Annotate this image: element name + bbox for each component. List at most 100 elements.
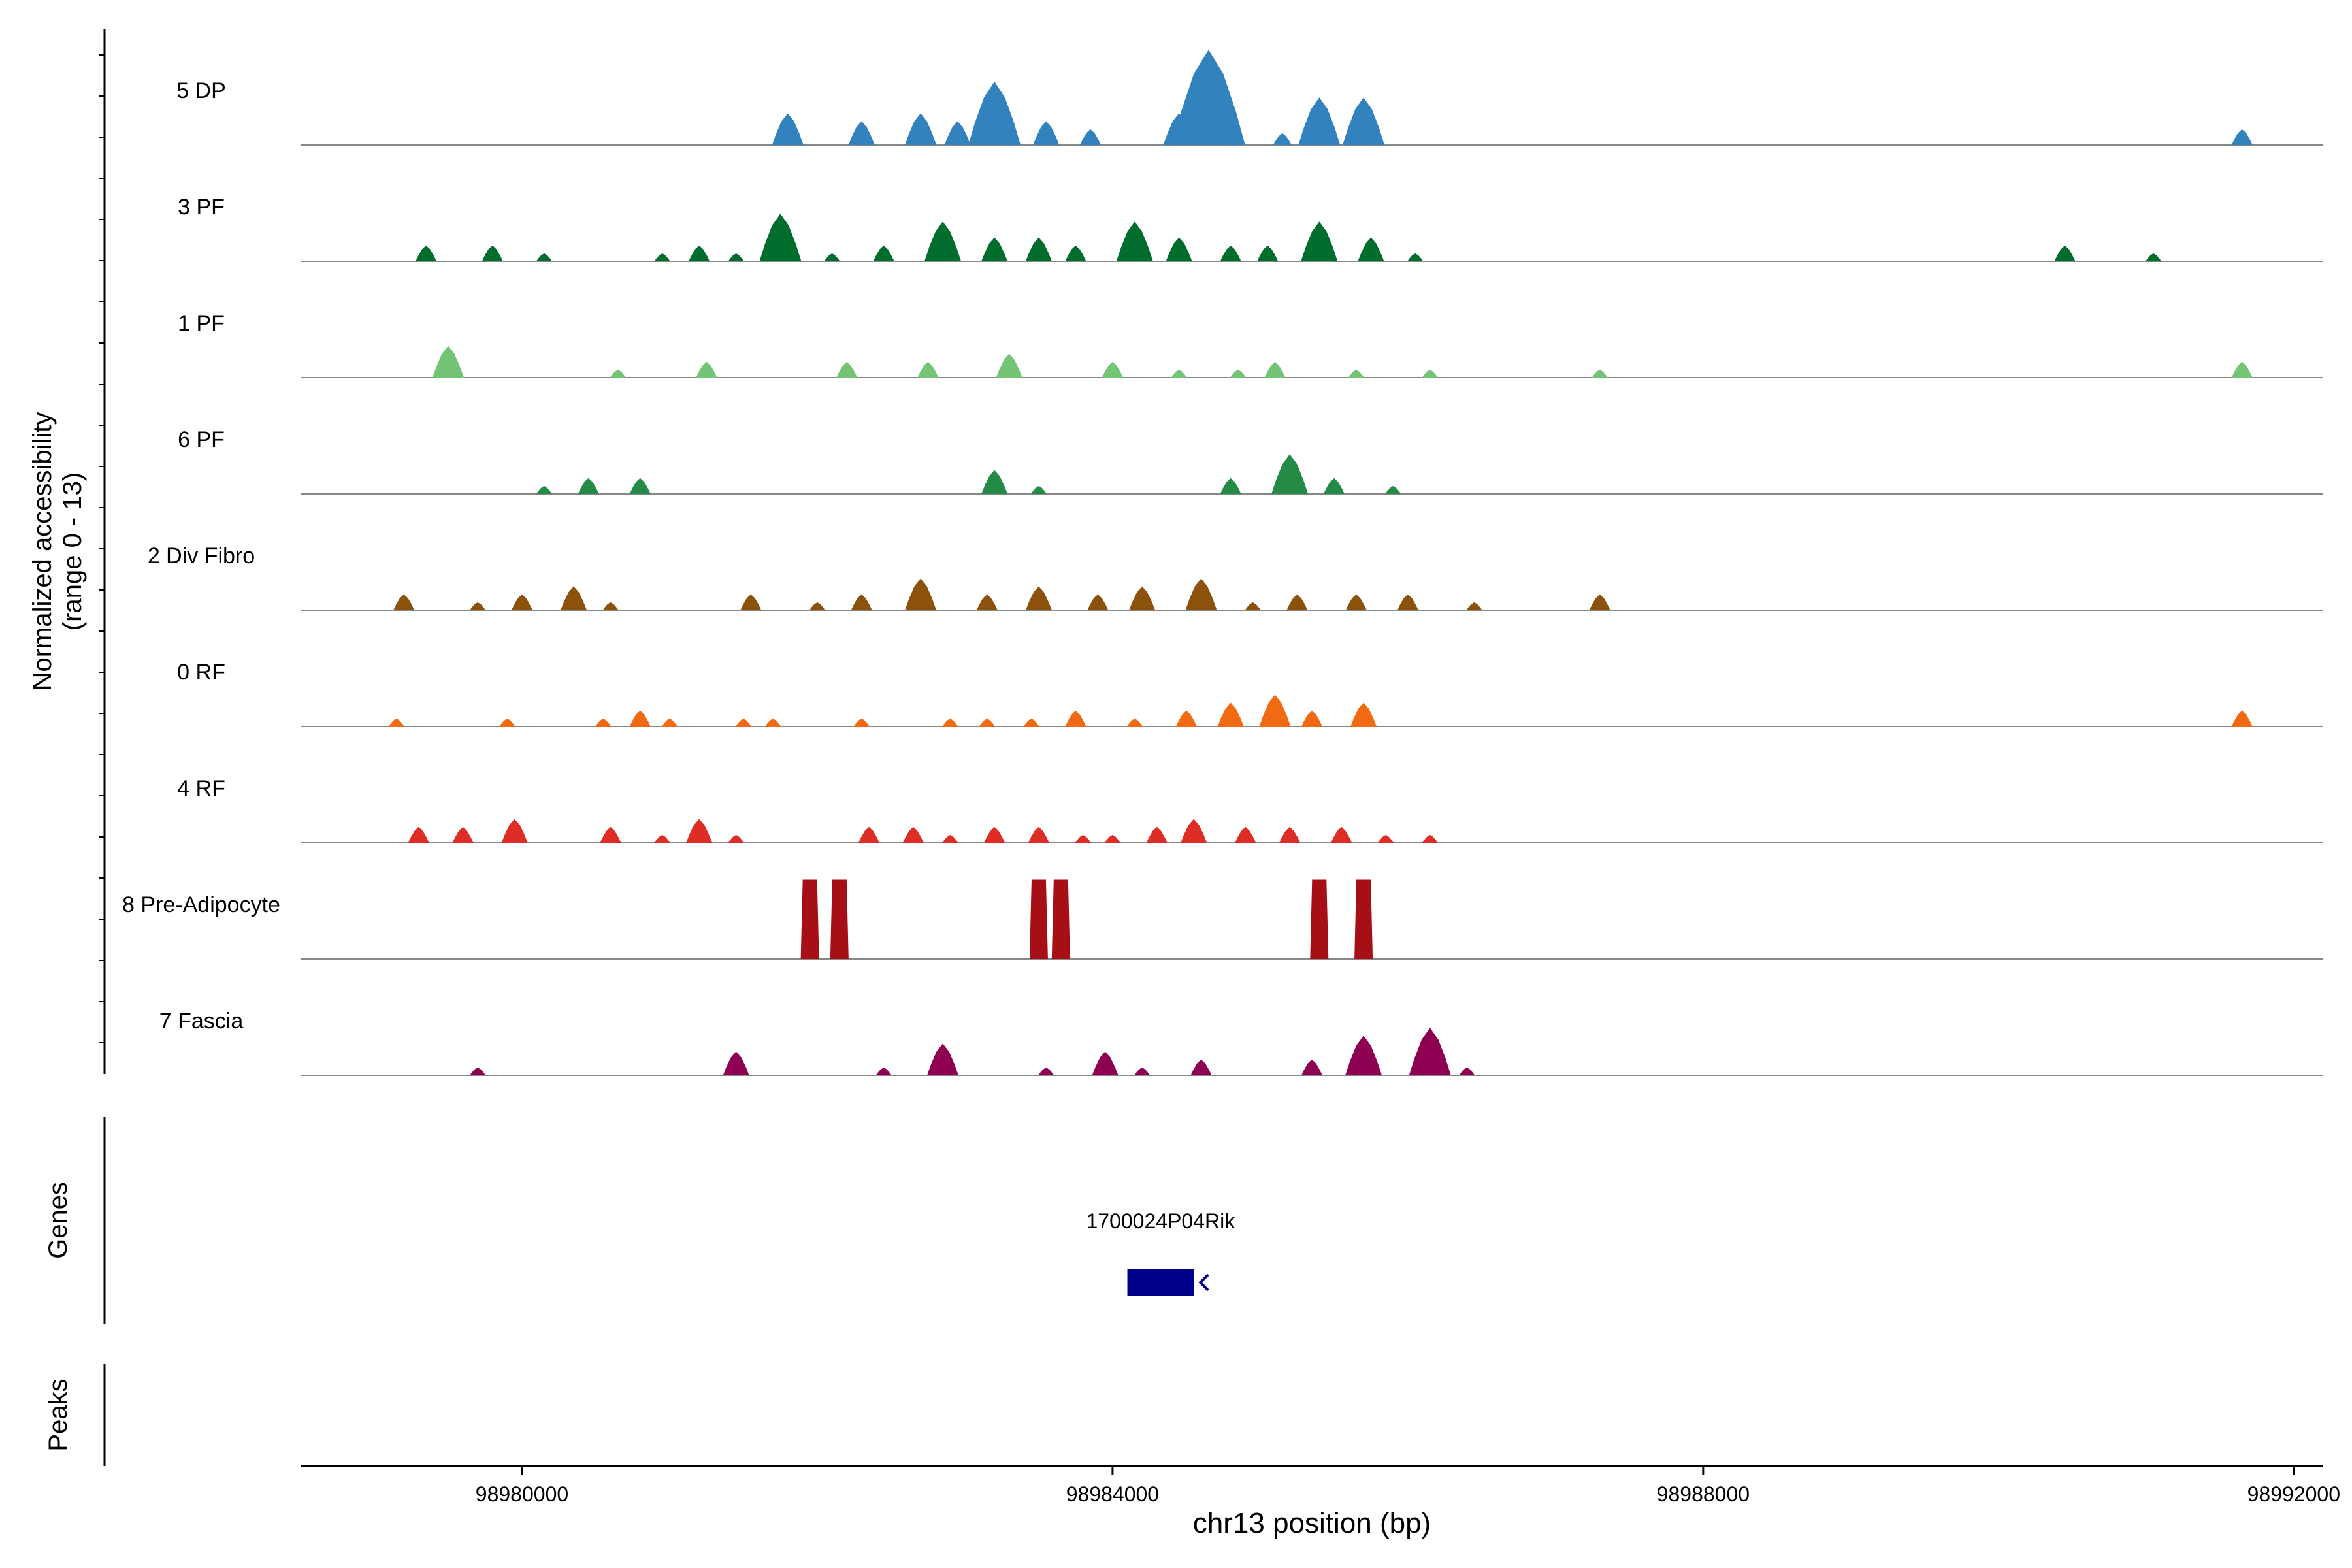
coverage-peak bbox=[629, 478, 651, 494]
coverage-peak bbox=[1065, 245, 1086, 261]
coverage-peak bbox=[561, 586, 587, 610]
genes-panel-label: Genes bbox=[44, 1182, 73, 1259]
x-tick-label: 98988000 bbox=[1657, 1482, 1750, 1506]
coverage-peak bbox=[654, 253, 670, 261]
gene-label: 1700024P04Rik bbox=[1086, 1209, 1235, 1233]
coverage-peak bbox=[1350, 702, 1377, 727]
coverage-peak bbox=[2231, 710, 2253, 727]
coverage-peak bbox=[1025, 586, 1052, 610]
coverage-peak bbox=[979, 718, 995, 727]
coverage-peak bbox=[1126, 718, 1143, 727]
peaks-panel-label: Peaks bbox=[44, 1379, 73, 1451]
coverage-peak bbox=[1589, 594, 1610, 610]
coverage-peak bbox=[536, 485, 552, 494]
coverage-peak bbox=[851, 594, 872, 610]
coverage-peak bbox=[1459, 1067, 1475, 1075]
coverage-peak bbox=[2231, 361, 2253, 378]
coverage-peak bbox=[824, 253, 840, 261]
coverage-peak bbox=[432, 346, 464, 378]
coverage-peak bbox=[1065, 710, 1086, 727]
coverage-peak bbox=[1271, 454, 1309, 494]
gene: 1700024P04Rik bbox=[1086, 1209, 1235, 1296]
coverage-peak bbox=[848, 121, 875, 145]
coverage-peak bbox=[1348, 369, 1364, 378]
track-8: 7 Fascia bbox=[159, 1009, 2323, 1076]
coverage-peak bbox=[1407, 253, 1424, 261]
coverage-peak bbox=[1171, 369, 1187, 378]
coverage-peak bbox=[902, 826, 924, 843]
y-ticks bbox=[99, 54, 105, 1043]
coverage-peak bbox=[830, 879, 849, 959]
coverage-peak bbox=[772, 113, 804, 145]
coverage-peak bbox=[905, 578, 937, 610]
coverage-peak bbox=[728, 253, 744, 261]
coverage-peak bbox=[942, 834, 958, 843]
coverage-peak bbox=[1397, 594, 1418, 610]
coverage-peak bbox=[1279, 826, 1301, 843]
coverage-peak bbox=[735, 718, 751, 727]
coverage-peak bbox=[1185, 578, 1217, 610]
coverage-peak bbox=[917, 361, 939, 378]
coverage-peak bbox=[1181, 819, 1207, 843]
coverage-peak bbox=[600, 826, 621, 843]
gene-strand-arrow bbox=[1198, 1273, 1209, 1292]
coverage-peak bbox=[1175, 710, 1197, 727]
coverage-peak bbox=[602, 602, 619, 610]
coverage-peak bbox=[511, 594, 532, 610]
coverage-peak bbox=[1080, 129, 1102, 145]
coverage-peak bbox=[1301, 1059, 1322, 1075]
coverage-peak bbox=[924, 221, 962, 261]
track-4: 2 Div Fibro bbox=[148, 544, 2323, 611]
coverage-peak bbox=[1257, 245, 1279, 261]
coverage-peak bbox=[1345, 1036, 1382, 1075]
track-label: 2 Div Fibro bbox=[148, 544, 255, 568]
genes-layer: 1700024P04Rik bbox=[1086, 1209, 1235, 1296]
coverage-peak bbox=[765, 718, 781, 727]
coverage-peak bbox=[809, 602, 825, 610]
coverage-peak bbox=[501, 819, 528, 843]
coverage-peak bbox=[1075, 834, 1091, 843]
coverage-peak bbox=[1038, 1067, 1054, 1075]
coverage-peak bbox=[1230, 369, 1247, 378]
coverage-peak bbox=[2146, 253, 2162, 261]
coverage-peak bbox=[1166, 237, 1192, 261]
coverage-peak bbox=[1092, 1051, 1119, 1075]
coverage-peak bbox=[1286, 594, 1308, 610]
coverage-peak bbox=[740, 594, 762, 610]
coverage-peak bbox=[388, 718, 404, 727]
coverage-peak bbox=[1466, 602, 1482, 610]
coverage-peak bbox=[610, 369, 626, 378]
y-axis-label-line1: Normalized accessibility bbox=[28, 412, 57, 691]
coverage-peak bbox=[905, 113, 937, 145]
coverage-peak bbox=[981, 470, 1008, 494]
coverage-peak bbox=[1028, 826, 1049, 843]
coverage-peak bbox=[595, 718, 612, 727]
coverage-peak bbox=[800, 879, 819, 959]
x-axis-label: chr13 position (bp) bbox=[1193, 1507, 1431, 1539]
coverage-peak bbox=[408, 826, 429, 843]
coverage-peak bbox=[858, 826, 880, 843]
coverage-peak bbox=[1245, 602, 1261, 610]
track-label: 8 Pre-Adipocyte bbox=[122, 892, 280, 917]
coverage-peak bbox=[1354, 879, 1373, 959]
track-3: 6 PF bbox=[178, 427, 2323, 495]
coverage-peak bbox=[1104, 834, 1120, 843]
x-tick-label: 98992000 bbox=[2247, 1482, 2340, 1506]
coverage-peak bbox=[873, 245, 894, 261]
coverage-peak bbox=[1033, 121, 1060, 145]
coverage-peak bbox=[470, 602, 486, 610]
coverage-peak bbox=[1323, 478, 1345, 494]
coverage-peak bbox=[759, 214, 802, 261]
tracks-layer: 5 DP 3 PF 1 PF 6 PF 2 Div Fibro 0 RF 4 RF 8 Pre… bbox=[122, 50, 2323, 1076]
coverage-peak bbox=[1259, 694, 1291, 727]
track-label: 0 RF bbox=[177, 660, 225, 685]
track-1: 3 PF bbox=[178, 195, 2323, 262]
coverage-peak bbox=[836, 361, 858, 378]
coverage-peak bbox=[1134, 1067, 1151, 1075]
coverage-peak bbox=[452, 826, 474, 843]
coverage-peak bbox=[499, 718, 515, 727]
coverage-peak bbox=[1220, 478, 1241, 494]
coverage-peak bbox=[686, 819, 713, 843]
track-label: 3 PF bbox=[178, 195, 225, 220]
coverage-peak bbox=[1023, 718, 1039, 727]
